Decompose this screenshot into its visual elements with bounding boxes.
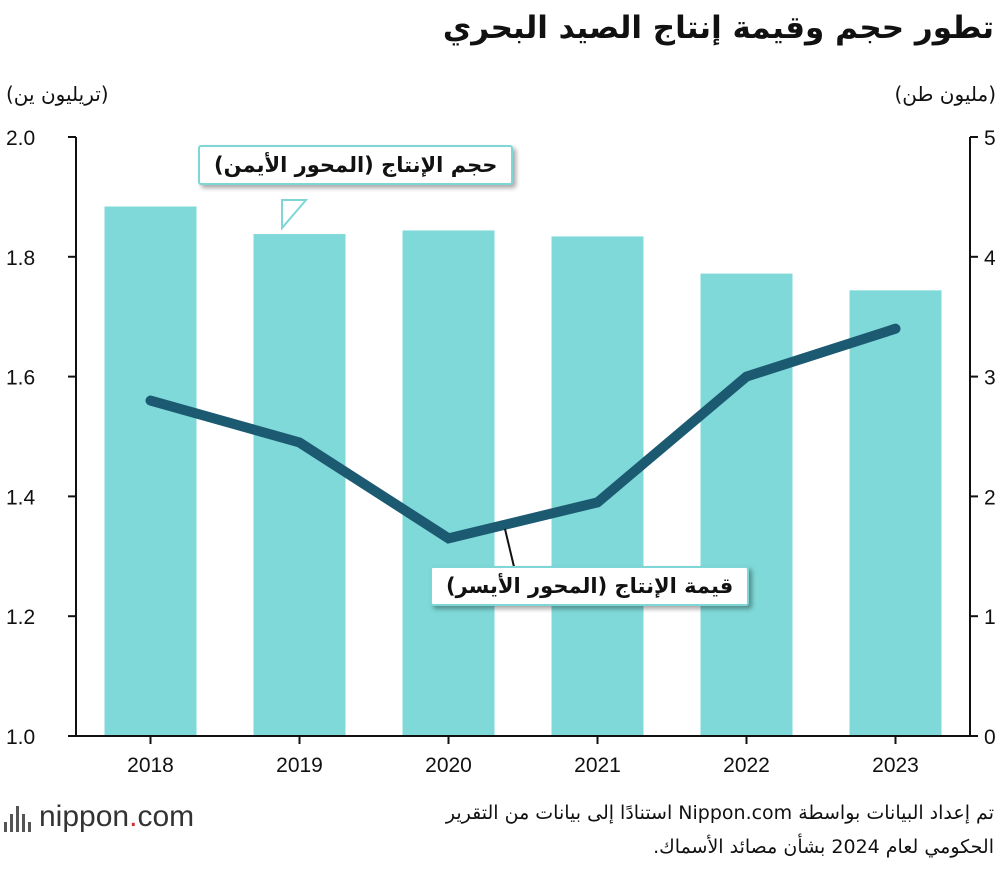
left-tick-label: 1.8	[6, 247, 35, 270]
axes	[68, 136, 978, 744]
right-tick-label: 2	[984, 486, 996, 509]
left-tick-label: 1.0	[6, 726, 35, 749]
line-point-2018	[149, 399, 152, 402]
left-tick-label: 1.2	[6, 606, 35, 629]
line-point-2020	[447, 537, 450, 540]
bar-series	[104, 206, 942, 736]
tick-labels: 1.0 1.2 1.4 1.6 1.8 2.0 0 1 2 3 4 5 2018 2019 2020 2021…	[6, 127, 996, 777]
nippon-logo: nippon.com	[4, 800, 194, 834]
x-tick-label: 2020	[425, 754, 472, 777]
bar-2018	[104, 206, 197, 736]
x-tick-label: 2022	[723, 754, 770, 777]
volume-callout-pointer	[281, 199, 309, 231]
chart-title: تطور حجم وقيمة إنتاج الصيد البحري	[442, 10, 994, 46]
logo-text: nippon.com	[39, 800, 195, 833]
right-tick-label: 4	[984, 247, 996, 270]
value-callout-pointer	[504, 528, 516, 572]
line-point-2022	[745, 375, 748, 378]
left-tick-label: 1.6	[6, 367, 35, 390]
bar-2023	[849, 290, 942, 736]
bar-2020	[402, 230, 495, 736]
x-tick-label: 2018	[127, 754, 174, 777]
x-tick-label: 2019	[276, 754, 323, 777]
x-tick-label: 2021	[574, 754, 621, 777]
line-point-2019	[298, 441, 301, 444]
bar-2021	[551, 236, 644, 736]
volume-series-label: حجم الإنتاج (المحور الأيمن)	[198, 145, 514, 185]
bar-2019	[253, 234, 346, 736]
right-tick-label: 3	[984, 367, 996, 390]
logo-mark-icon	[4, 802, 31, 832]
bar-2022	[700, 273, 793, 736]
source-line-2: الحكومي لعام 2024 بشأن مصائد الأسماك.	[653, 836, 994, 858]
callout-pointers	[281, 199, 516, 572]
x-tick-label: 2023	[872, 754, 919, 777]
right-axis-unit: (مليون طن)	[894, 82, 997, 106]
left-tick-label: 1.4	[6, 486, 36, 509]
source-line-1: تم إعداد البيانات بواسطة Nippon.com استن…	[445, 802, 994, 824]
right-tick-label: 0	[984, 726, 996, 749]
right-tick-label: 5	[984, 127, 996, 150]
left-axis-unit: (تريليون ين)	[6, 82, 109, 106]
right-tick-label: 1	[984, 606, 996, 629]
line-series	[145, 323, 901, 544]
source-note: تم إعداد البيانات بواسطة Nippon.com استن…	[394, 796, 994, 864]
line-point-2021	[596, 501, 599, 504]
line-point-2023	[894, 327, 897, 330]
left-tick-label: 2.0	[6, 127, 35, 150]
value-line	[145, 323, 901, 544]
value-series-label: قيمة الإنتاج (المحور الأيسر)	[430, 566, 750, 606]
chart-area: 1.0 1.2 1.4 1.6 1.8 2.0 0 1 2 3 4 5 2018 2019 2020 2021…	[6, 127, 996, 777]
